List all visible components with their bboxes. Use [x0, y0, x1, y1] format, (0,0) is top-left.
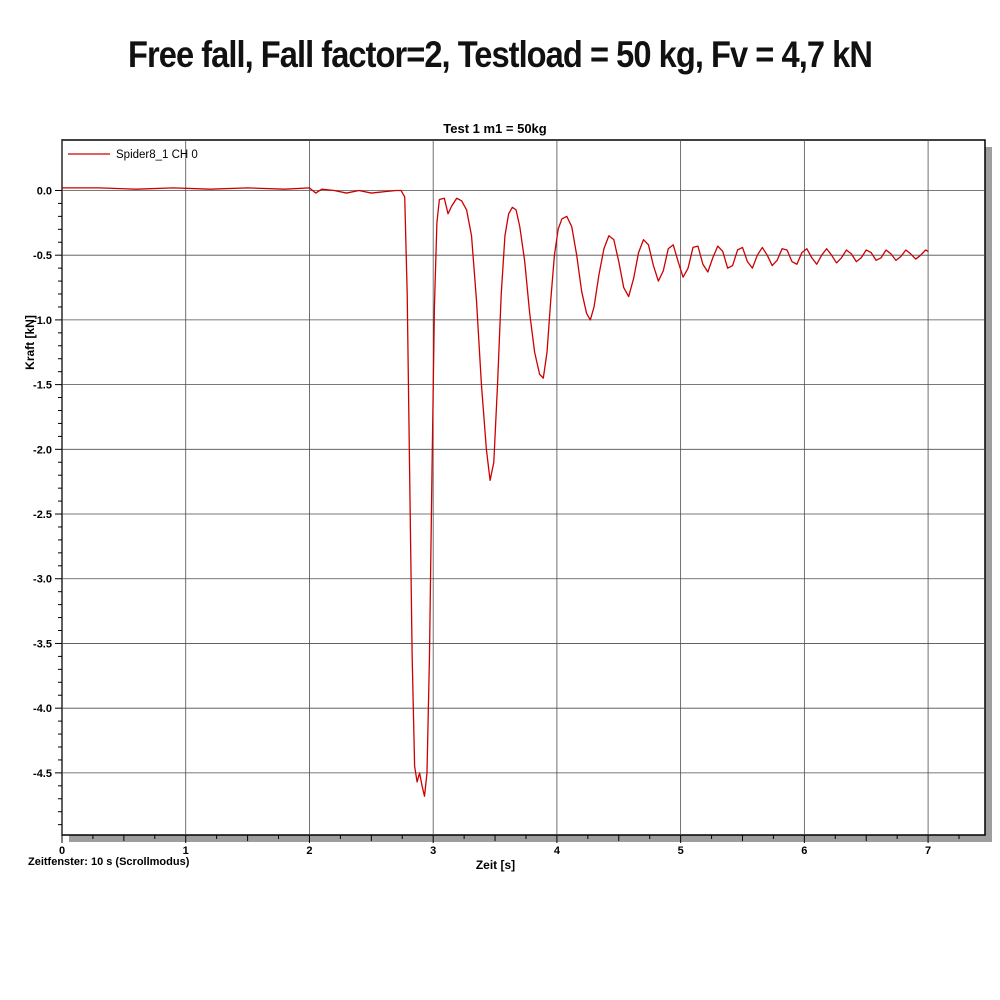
- time-window-status: Zeitfenster: 10 s (Scrollmodus): [28, 856, 190, 868]
- x-tick-label: 5: [678, 845, 684, 857]
- x-tick-label: 4: [554, 845, 561, 857]
- y-tick-label: 0.0: [37, 185, 52, 197]
- x-tick-label: 0: [59, 845, 65, 857]
- page-title: Free fall, Fall factor=2, Testload = 50 …: [128, 34, 873, 76]
- y-tick-label: -4.0: [33, 703, 52, 715]
- y-tick-label: -2.5: [33, 509, 52, 521]
- y-tick-label: -3.0: [33, 574, 52, 586]
- chart-title: Test 1 m1 = 50kg: [443, 121, 547, 136]
- y-tick-label: -3.5: [33, 638, 52, 650]
- y-tick-label: -0.5: [33, 250, 52, 262]
- x-tick-label: 2: [306, 845, 312, 857]
- y-axis-label: Kraft [kN]: [23, 315, 37, 370]
- force-time-plot[interactable]: 0 1 2 3 4 5 6 7 0.0 -0.5 -1.0 -1.5 -2.0 -2.5 -3.0 -3.5 -…: [18, 132, 998, 882]
- x-tick-label: 7: [925, 845, 931, 857]
- x-axis-label: Zeit [s]: [476, 858, 515, 872]
- y-tick-label: -1.5: [33, 380, 52, 392]
- x-tick-label: 1: [183, 845, 189, 857]
- y-tick-label: -1.0: [33, 315, 52, 327]
- x-tick-label: 3: [430, 845, 436, 857]
- series-line: [61, 187, 929, 797]
- y-tick-label: -2.0: [33, 444, 52, 456]
- plot-frame: [61, 139, 986, 836]
- y-tick-label: -4.5: [33, 768, 52, 780]
- legend-label: Spider8_1 CH 0: [116, 149, 198, 161]
- x-tick-label: 6: [801, 845, 807, 857]
